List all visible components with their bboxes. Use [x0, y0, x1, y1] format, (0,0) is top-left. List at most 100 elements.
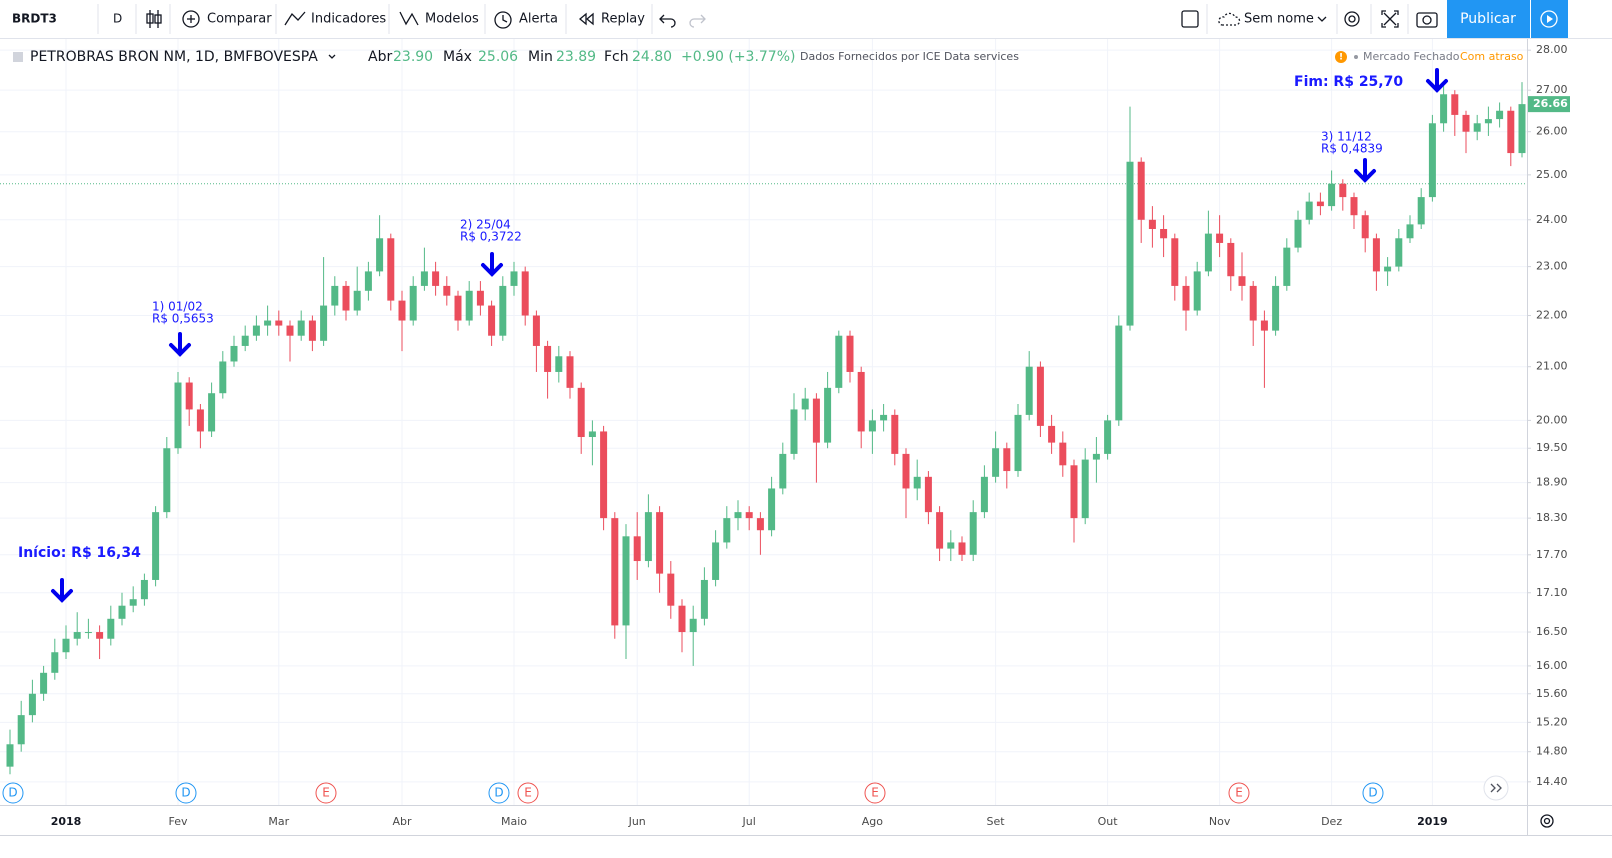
- down-arrow: [1426, 68, 1448, 93]
- candle-body: [521, 271, 529, 316]
- candle-body: [1126, 161, 1134, 326]
- candle-body: [409, 285, 417, 321]
- dividend-label: 3) 11/12: [1321, 130, 1372, 144]
- compare-button[interactable]: Comparar: [207, 12, 272, 27]
- candle-body: [275, 320, 283, 326]
- x-tick-label: Maio: [501, 815, 527, 828]
- candle-body: [28, 693, 36, 716]
- chart-style-button[interactable]: [146, 10, 162, 28]
- indicators-icon: [284, 11, 306, 26]
- event-marker: [1228, 782, 1250, 804]
- publish-button[interactable]: [1447, 0, 1530, 38]
- legend-value: 24.80: [632, 49, 672, 65]
- candle-body: [1081, 459, 1089, 519]
- undo-button[interactable]: [659, 14, 676, 28]
- candle-body: [1182, 285, 1190, 311]
- candle-body: [1496, 110, 1504, 120]
- dividend-label: 1) 01/02: [152, 300, 203, 314]
- cloud-icon: [1218, 12, 1241, 26]
- candle-body: [857, 371, 865, 432]
- replay-icon: [578, 12, 594, 26]
- redo-button[interactable]: [689, 14, 706, 28]
- symbol-button[interactable]: BRDT3: [12, 12, 57, 26]
- event-label: E: [322, 786, 330, 800]
- alert-button[interactable]: Alerta: [519, 12, 558, 27]
- candle-body: [17, 715, 25, 745]
- candle-body: [1025, 366, 1033, 415]
- dividend-value: R$ 0,3722: [460, 230, 522, 244]
- candle-body: [1518, 104, 1526, 154]
- legend-change: +0.90 (+3.77%): [681, 49, 795, 65]
- candle-body: [779, 453, 787, 489]
- axis-settings-button[interactable]: [1540, 814, 1554, 828]
- candle-body: [297, 320, 305, 336]
- down-arrow: [51, 578, 73, 603]
- candle-body: [622, 536, 630, 626]
- event-label: D: [1368, 786, 1377, 800]
- event-label: E: [524, 786, 532, 800]
- fullscreen-button[interactable]: [1381, 10, 1399, 28]
- scroll-to-end-button[interactable]: [1483, 775, 1509, 801]
- candle-body: [488, 305, 496, 336]
- candle-body: [1440, 94, 1448, 124]
- candle-body: [308, 320, 316, 341]
- candle-body: [936, 512, 944, 549]
- y-tick-label: 24.00: [1536, 213, 1568, 226]
- candle-body: [891, 414, 899, 454]
- stream-icon: [1540, 10, 1558, 28]
- candle-body: [510, 271, 518, 286]
- candle-body: [913, 476, 921, 489]
- candle-body: [1204, 233, 1212, 272]
- candle-body: [1092, 453, 1100, 460]
- event-marker: [1362, 782, 1384, 804]
- candle-body: [107, 618, 115, 639]
- dividend-value: R$ 0,5653: [152, 312, 214, 326]
- layout-menu-chevron[interactable]: [1317, 16, 1327, 22]
- candle-body: [1305, 201, 1313, 220]
- templates-button[interactable]: Modelos: [425, 12, 479, 27]
- data-source: Dados Fornecidos por ICE Data services: [800, 50, 1019, 63]
- y-tick-label: 16.00: [1536, 659, 1568, 672]
- candle-body: [1507, 110, 1515, 154]
- replay-button[interactable]: Replay: [601, 12, 645, 27]
- candle-body: [320, 305, 328, 341]
- x-tick-label: Out: [1098, 815, 1119, 828]
- interval-button[interactable]: D: [113, 12, 122, 26]
- y-tick-label: 20.00: [1536, 413, 1568, 426]
- candle-body: [801, 398, 809, 410]
- candle-body: [1395, 238, 1403, 267]
- arrows: [51, 68, 1448, 603]
- candle-body: [331, 285, 339, 306]
- legend: PETROBRAS BRON NM, 1D, BMFBOVESPA Abr 23…: [13, 49, 1524, 65]
- legend-chevron[interactable]: [328, 54, 336, 59]
- indicators-button[interactable]: Indicadores: [311, 12, 386, 27]
- candle-body: [376, 238, 384, 272]
- candle-body: [264, 320, 272, 326]
- drawing-button[interactable]: [1181, 10, 1199, 28]
- layout-name-button[interactable]: Sem nome: [1244, 12, 1314, 27]
- market-status: Mercado Fechado: [1363, 50, 1460, 63]
- candle-body: [992, 448, 1000, 477]
- candle-body: [790, 409, 798, 454]
- candle-body: [1216, 233, 1224, 243]
- x-tick-label: Jun: [628, 815, 646, 828]
- snapshot-button[interactable]: [1416, 12, 1438, 28]
- settings-button[interactable]: [1344, 11, 1360, 27]
- event-marker: [517, 782, 539, 804]
- candle-body: [756, 518, 764, 531]
- event-label: D: [494, 786, 503, 800]
- event-label: E: [1235, 786, 1243, 800]
- x-tick-label: 2018: [51, 815, 82, 828]
- candle-body: [129, 599, 137, 606]
- x-tick-label: Abr: [392, 815, 412, 828]
- last-price-label: 26.66: [1533, 97, 1568, 110]
- candle-body: [1350, 197, 1358, 216]
- candle-body: [1104, 420, 1112, 454]
- candle-body: [1272, 285, 1280, 331]
- candle-body: [880, 414, 888, 421]
- candle-body: [420, 271, 428, 286]
- delay-status: Com atraso: [1460, 50, 1524, 63]
- x-tick-label: Set: [987, 815, 1006, 828]
- candle-body: [1003, 448, 1011, 472]
- y-tick-label: 15.60: [1536, 687, 1568, 700]
